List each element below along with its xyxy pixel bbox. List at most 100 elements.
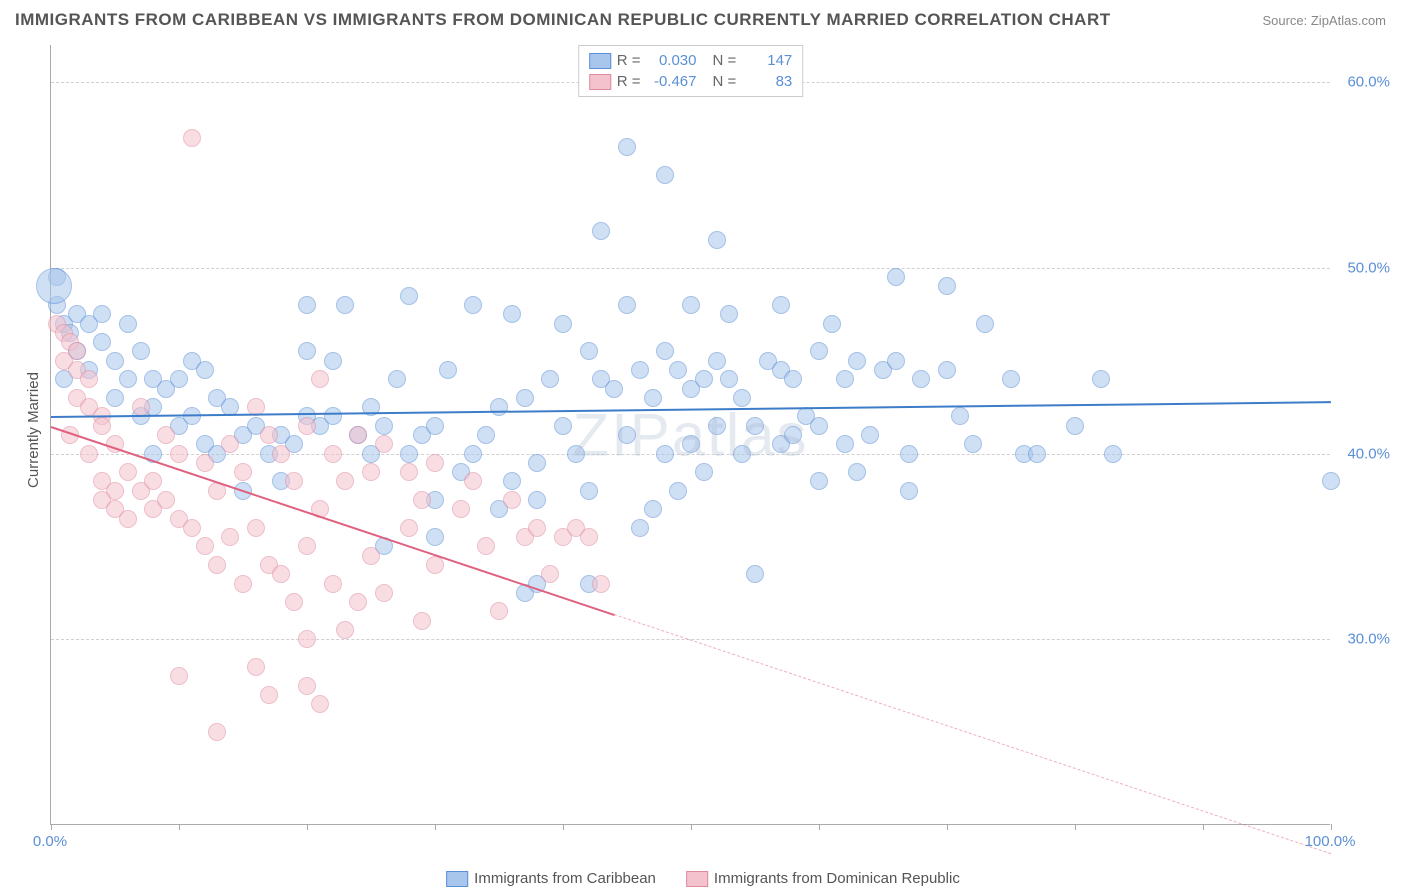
data-point: [708, 352, 726, 370]
data-point: [132, 342, 150, 360]
data-point: [234, 463, 252, 481]
data-point: [605, 380, 623, 398]
data-point: [426, 556, 444, 574]
data-point: [1104, 445, 1122, 463]
data-point: [503, 491, 521, 509]
data-point: [669, 482, 687, 500]
data-point: [848, 463, 866, 481]
legend-row: R =-0.467N =83: [589, 71, 793, 92]
data-point: [592, 222, 610, 240]
data-point: [93, 417, 111, 435]
data-point: [1066, 417, 1084, 435]
legend-r-value: -0.467: [647, 73, 697, 90]
data-point: [695, 463, 713, 481]
data-point: [119, 370, 137, 388]
data-point: [669, 361, 687, 379]
x-tick: [51, 824, 52, 830]
data-point: [464, 472, 482, 490]
x-tick: [1331, 824, 1332, 830]
data-point: [413, 491, 431, 509]
data-point: [618, 296, 636, 314]
data-point: [234, 575, 252, 593]
data-point: [157, 491, 175, 509]
data-point: [400, 445, 418, 463]
legend-swatch: [686, 871, 708, 887]
data-point: [784, 426, 802, 444]
data-point: [311, 370, 329, 388]
data-point: [592, 575, 610, 593]
data-point: [554, 315, 572, 333]
data-point: [221, 528, 239, 546]
y-tick-label: 30.0%: [1347, 631, 1390, 648]
x-tick: [691, 824, 692, 830]
data-point: [861, 426, 879, 444]
data-point: [784, 370, 802, 388]
data-point: [976, 315, 994, 333]
data-point: [912, 370, 930, 388]
data-point: [208, 723, 226, 741]
data-point: [324, 575, 342, 593]
x-tick: [179, 824, 180, 830]
x-tick: [947, 824, 948, 830]
legend-item: Immigrants from Dominican Republic: [686, 870, 960, 887]
data-point: [733, 389, 751, 407]
data-point: [388, 370, 406, 388]
data-point: [439, 361, 457, 379]
x-tick: [307, 824, 308, 830]
data-point: [119, 510, 137, 528]
data-point: [516, 389, 534, 407]
data-point: [708, 417, 726, 435]
data-point: [298, 417, 316, 435]
data-point: [1028, 445, 1046, 463]
legend-n-value: 147: [742, 52, 792, 69]
title-bar: IMMIGRANTS FROM CARIBBEAN VS IMMIGRANTS …: [0, 0, 1406, 35]
data-point: [106, 352, 124, 370]
data-point: [503, 472, 521, 490]
data-point: [503, 305, 521, 323]
data-point: [362, 547, 380, 565]
data-point: [285, 593, 303, 611]
data-point: [618, 426, 636, 444]
data-point: [656, 445, 674, 463]
data-point: [580, 342, 598, 360]
data-point: [656, 342, 674, 360]
data-point: [93, 333, 111, 351]
data-point: [580, 482, 598, 500]
legend-swatch: [446, 871, 468, 887]
data-point: [682, 296, 700, 314]
legend-n-value: 83: [742, 73, 792, 90]
data-point: [695, 370, 713, 388]
data-point: [170, 667, 188, 685]
chart-container: IMMIGRANTS FROM CARIBBEAN VS IMMIGRANTS …: [0, 0, 1406, 892]
legend-r-label: R =: [617, 73, 641, 90]
data-point: [336, 472, 354, 490]
x-tick: [1203, 824, 1204, 830]
data-point: [887, 352, 905, 370]
data-point: [887, 268, 905, 286]
data-point: [631, 519, 649, 537]
source-label: Source: ZipAtlas.com: [1262, 13, 1386, 28]
legend-series: Immigrants from Caribbean Immigrants from…: [446, 870, 960, 887]
data-point: [964, 435, 982, 453]
data-point: [464, 296, 482, 314]
data-point: [618, 138, 636, 156]
x-tick: [1075, 824, 1076, 830]
data-point: [221, 435, 239, 453]
data-point: [426, 528, 444, 546]
grid-line: [51, 268, 1330, 269]
legend-swatch: [589, 74, 611, 90]
data-point: [119, 463, 137, 481]
data-point: [464, 445, 482, 463]
data-point: [196, 454, 214, 472]
data-point: [900, 445, 918, 463]
data-point: [528, 519, 546, 537]
data-point: [375, 435, 393, 453]
data-point: [375, 584, 393, 602]
legend-correlation: R =0.030N =147R =-0.467N =83: [578, 45, 804, 97]
x-tick: [563, 824, 564, 830]
data-point: [260, 686, 278, 704]
data-point: [938, 361, 956, 379]
data-point: [183, 519, 201, 537]
data-point: [900, 482, 918, 500]
legend-item: Immigrants from Caribbean: [446, 870, 656, 887]
